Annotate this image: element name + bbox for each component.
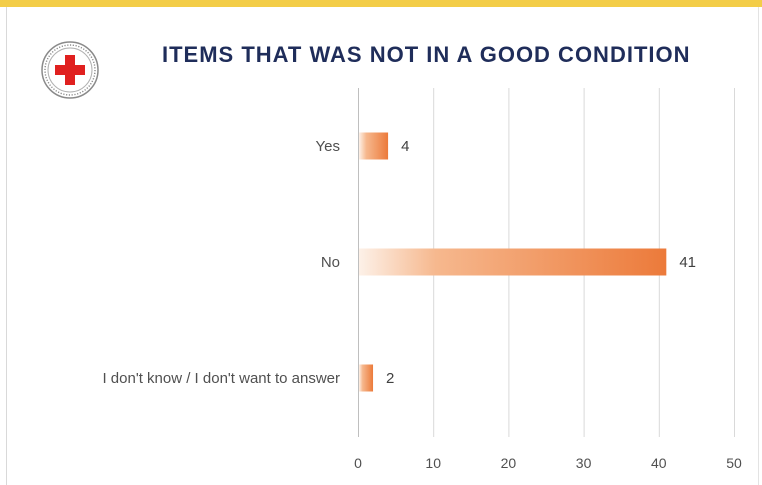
bar-0 bbox=[359, 132, 389, 160]
data-label: 4 bbox=[401, 138, 409, 155]
right-border bbox=[758, 7, 759, 485]
top-accent-band bbox=[0, 0, 762, 7]
bar-2 bbox=[359, 364, 374, 392]
data-label: 2 bbox=[386, 370, 394, 387]
chart-title: ITEMS THAT WAS NOT IN A GOOD CONDITION bbox=[162, 42, 691, 67]
x-tick-label: 20 bbox=[501, 455, 517, 471]
data-label: 41 bbox=[679, 254, 696, 271]
x-tick-label: 50 bbox=[726, 455, 742, 471]
category-label: I don't know / I don't want to answer bbox=[102, 370, 340, 387]
red-cross-emblem-icon bbox=[41, 41, 99, 99]
category-label: Yes bbox=[316, 138, 340, 155]
x-tick-label: 40 bbox=[651, 455, 667, 471]
x-tick-label: 30 bbox=[576, 455, 592, 471]
bar-1 bbox=[359, 248, 667, 276]
category-label: No bbox=[321, 254, 340, 271]
x-tick-label: 0 bbox=[354, 455, 362, 471]
x-tick-label: 10 bbox=[425, 455, 441, 471]
left-border bbox=[6, 7, 7, 485]
